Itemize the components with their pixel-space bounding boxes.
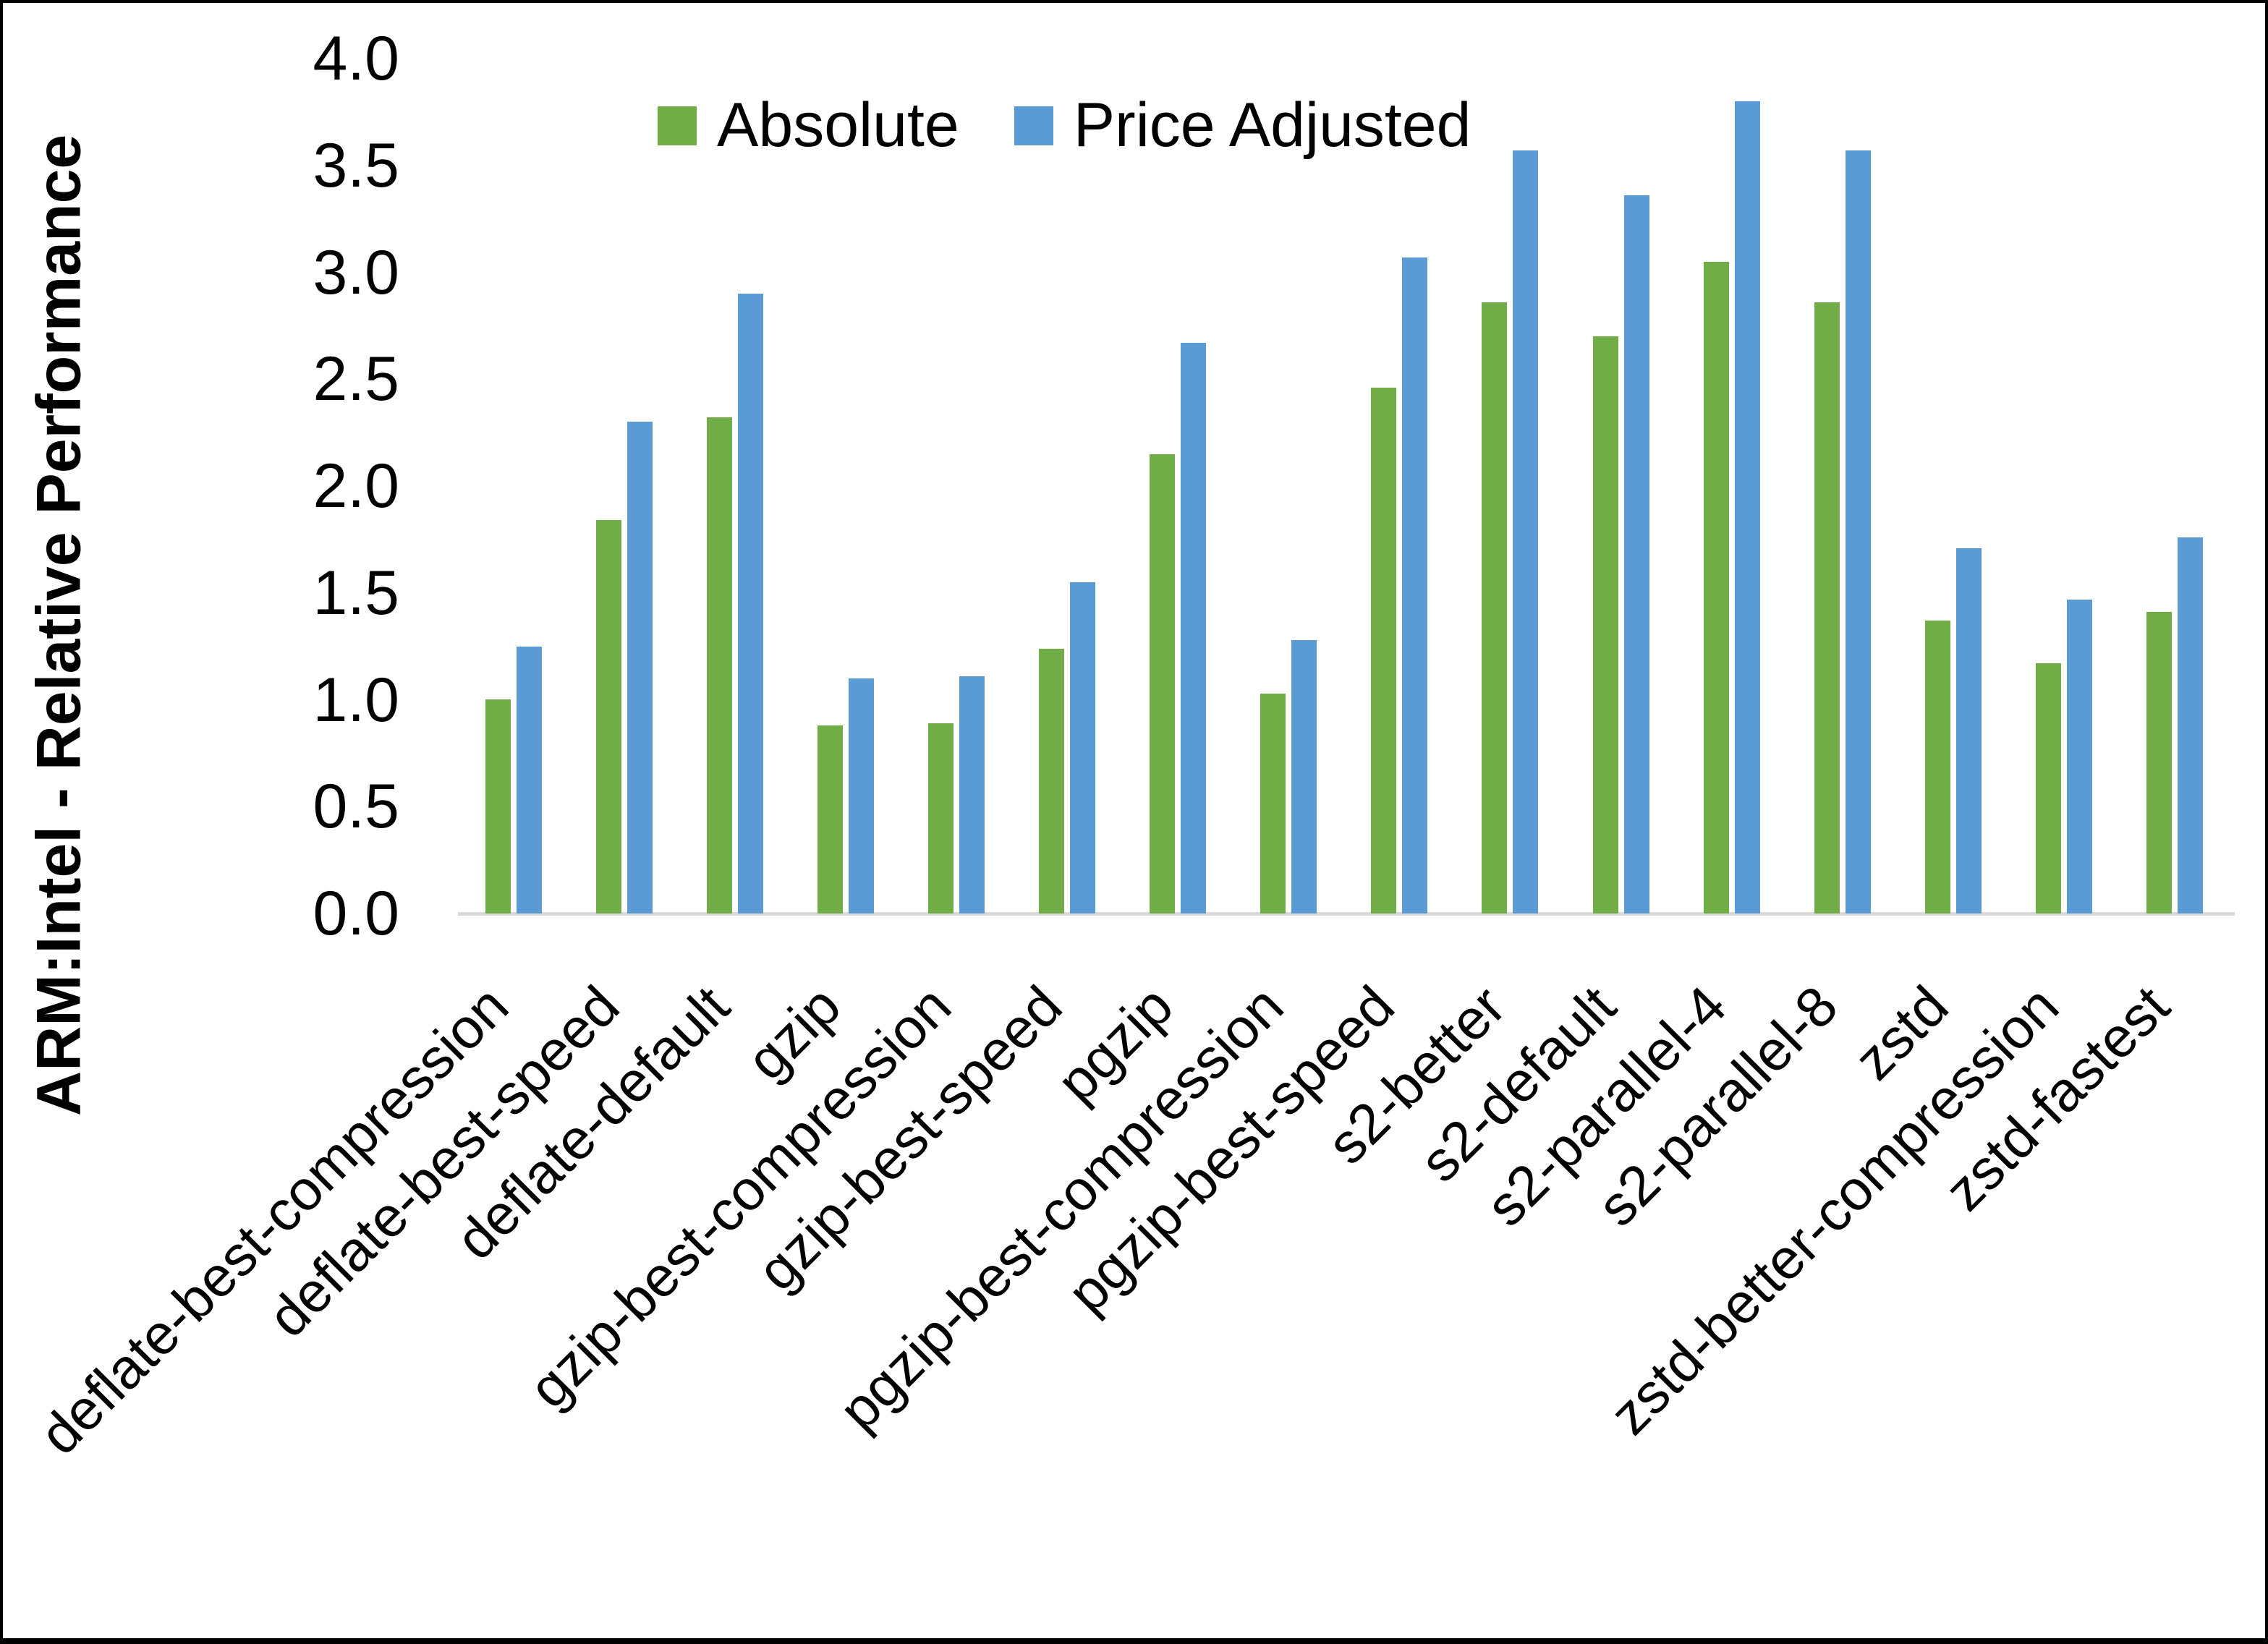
bar-price-adjusted-gzip-best-speed — [1070, 582, 1095, 913]
bar-price-adjusted-zstd-fastest — [2178, 537, 2203, 913]
bar-absolute-s2-parallel-8 — [1814, 302, 1840, 913]
bar-price-adjusted-deflate-best-compression — [517, 647, 542, 913]
bar-absolute-gzip-best-speed — [1039, 649, 1064, 913]
bar-price-adjusted-gzip-best-compression — [959, 676, 985, 913]
y-tick-label-3.0: 3.0 — [313, 237, 399, 307]
y-tick-label-1.5: 1.5 — [313, 558, 399, 628]
y-tick-label-3.5: 3.5 — [313, 130, 399, 200]
bar-price-adjusted-zstd-better-compression — [2067, 600, 2092, 913]
bar-price-adjusted-s2-parallel-8 — [1846, 150, 1871, 913]
bar-price-adjusted-deflate-best-speed — [627, 422, 653, 913]
y-tick-label-0.5: 0.5 — [313, 772, 399, 842]
bar-price-adjusted-gzip — [849, 678, 874, 913]
y-tick-label-2.5: 2.5 — [313, 344, 399, 414]
bar-absolute-deflate-best-compression — [485, 699, 511, 913]
bar-absolute-zstd-fastest — [2146, 612, 2172, 913]
bar-price-adjusted-pgzip-best-compression — [1291, 640, 1317, 913]
y-tick-label-1.0: 1.0 — [313, 665, 399, 735]
y-tick-label-2.0: 2.0 — [313, 451, 399, 521]
bar-price-adjusted-s2-better — [1513, 150, 1538, 913]
bar-absolute-pgzip-best-compression — [1260, 694, 1286, 913]
bar-absolute-s2-better — [1482, 302, 1507, 913]
legend-item-price-adjusted: Price Adjusted — [1014, 90, 1471, 161]
bar-absolute-deflate-best-speed — [596, 520, 621, 913]
bar-absolute-pgzip-best-speed — [1371, 388, 1396, 913]
y-axis-title: ARM:Intel - Relative Performance — [24, 134, 94, 1116]
bar-price-adjusted-pgzip — [1181, 343, 1206, 913]
x-axis-line — [458, 912, 2235, 916]
legend-item-absolute: Absolute — [658, 90, 959, 161]
legend-label-absolute: Absolute — [717, 90, 959, 160]
bar-price-adjusted-zstd — [1956, 548, 1982, 913]
legend-swatch-absolute — [658, 106, 697, 145]
bar-price-adjusted-deflate-default — [738, 294, 763, 913]
bar-absolute-gzip-best-compression — [928, 723, 954, 913]
bar-price-adjusted-s2-default — [1624, 195, 1649, 913]
bar-absolute-zstd — [1925, 621, 1950, 913]
bar-absolute-deflate-default — [707, 417, 732, 913]
legend-swatch-price-adjusted — [1014, 106, 1053, 145]
bar-absolute-zstd-better-compression — [2036, 663, 2061, 913]
y-tick-label-4.0: 4.0 — [313, 24, 399, 93]
bar-absolute-s2-parallel-4 — [1704, 262, 1729, 913]
legend-label-price-adjusted: Price Adjusted — [1073, 90, 1471, 160]
bar-absolute-pgzip — [1150, 454, 1175, 913]
legend: Absolute Price Adjusted — [658, 90, 1471, 161]
bar-price-adjusted-pgzip-best-speed — [1402, 257, 1427, 913]
bar-absolute-s2-default — [1593, 336, 1618, 913]
y-tick-label-0.0: 0.0 — [313, 879, 399, 948]
bar-absolute-gzip — [817, 725, 843, 913]
bar-price-adjusted-s2-parallel-4 — [1735, 101, 1760, 913]
